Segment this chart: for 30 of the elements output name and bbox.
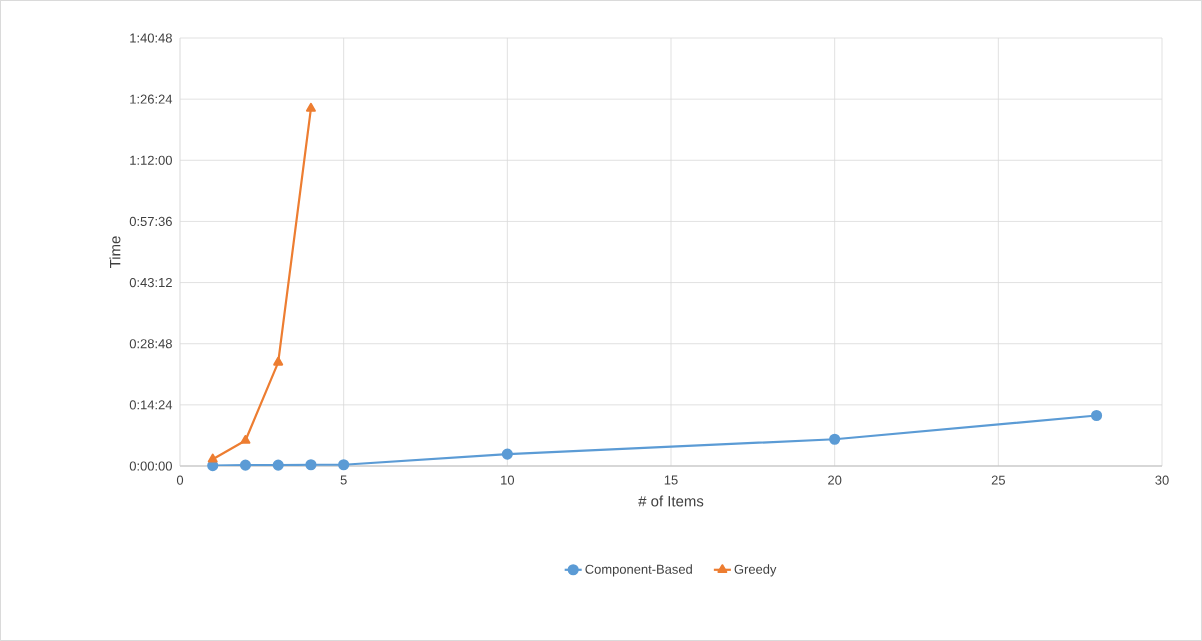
point: [239, 459, 252, 471]
point: [829, 433, 841, 445]
point: [501, 448, 513, 460]
x-tick-label: 15: [664, 475, 678, 485]
y-tick-label: 0:57:36: [129, 216, 172, 227]
legend-label: Greedy: [734, 564, 777, 577]
y-tick-label: 0:28:48: [129, 339, 172, 349]
point: [305, 102, 316, 112]
x-tick-label: 30: [1155, 475, 1169, 485]
y-axis-title: Time: [109, 236, 121, 268]
x-tick-label: 20: [828, 475, 842, 485]
y-tick-label: 1:12:00: [130, 155, 172, 165]
y-tick-label: 1:40:48: [130, 33, 172, 43]
y-tick-label: 1:26:24: [130, 94, 173, 104]
point: [240, 434, 251, 444]
y-tick-label: 0:00:00: [129, 461, 172, 471]
point: [207, 453, 218, 463]
x-tick-label: 25: [991, 475, 1005, 485]
point: [273, 356, 284, 366]
x-tick-label: 0: [176, 475, 184, 485]
x-axis-title: # of Items: [638, 495, 704, 507]
point: [1090, 409, 1103, 422]
x-tick-label: 10: [501, 475, 515, 485]
point: [305, 459, 317, 471]
y-tick-label: 0:14:24: [129, 400, 173, 410]
point: [272, 459, 284, 471]
y-tick-label: 0:43:12: [129, 277, 172, 288]
point: [338, 459, 350, 471]
x-tick-label: 5: [340, 475, 347, 485]
legend-label: Component-Based: [585, 564, 692, 577]
